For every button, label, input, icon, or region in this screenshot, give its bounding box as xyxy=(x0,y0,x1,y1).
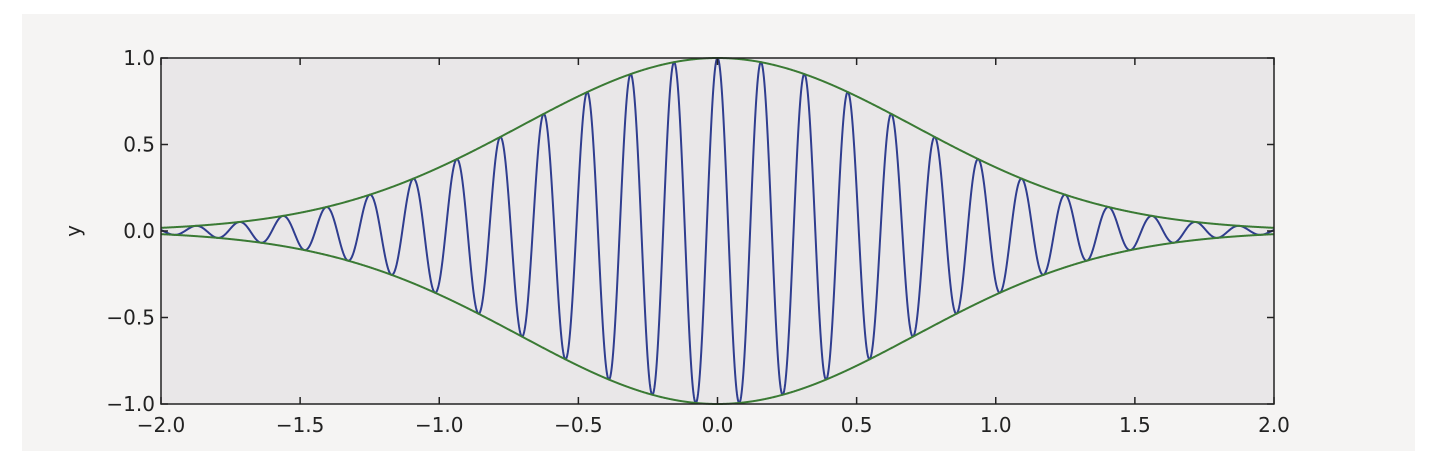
x-tick-label: 1.0 xyxy=(980,413,1012,437)
x-tick-label: 1.5 xyxy=(1119,413,1151,437)
x-tick-label: −1.5 xyxy=(276,413,325,437)
ticks-layer: −2.0 −1.5 −1.0 −0.5 0.0 0.5 1.0 1.5 2.0 −1.0 −0.5 0… xyxy=(106,46,1289,437)
y-tick-label: −1.0 xyxy=(106,392,155,416)
plot-area xyxy=(161,58,1274,404)
y-tick-label: 0.5 xyxy=(123,133,155,157)
y-axis-label: y xyxy=(61,225,85,237)
x-tick-label: 0.0 xyxy=(702,413,734,437)
x-tick-label: −1.0 xyxy=(415,413,464,437)
y-tick-label: 1.0 xyxy=(123,46,155,70)
x-tick-label: −2.0 xyxy=(137,413,186,437)
chart-svg: −2.0 −1.5 −1.0 −0.5 0.0 0.5 1.0 1.5 2.0 −1.0 −0.5 0… xyxy=(61,46,1290,437)
x-tick-label: 0.5 xyxy=(841,413,873,437)
y-tick-label: −0.5 xyxy=(106,306,155,330)
x-tick-label: 2.0 xyxy=(1258,413,1290,437)
y-tick-label: 0.0 xyxy=(123,219,155,243)
x-tick-label: −0.5 xyxy=(554,413,603,437)
chart-figure: −2.0 −1.5 −1.0 −0.5 0.0 0.5 1.0 1.5 2.0 −1.0 −0.5 0… xyxy=(22,14,1415,451)
